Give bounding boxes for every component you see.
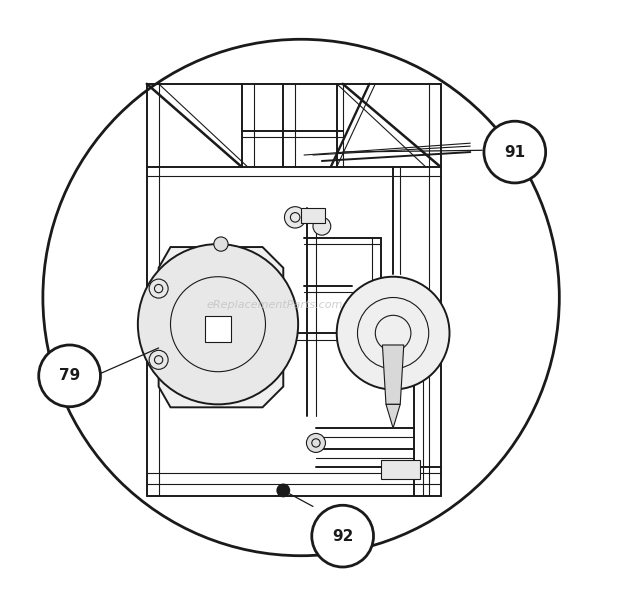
Circle shape bbox=[149, 350, 168, 369]
Circle shape bbox=[484, 121, 546, 183]
Polygon shape bbox=[386, 405, 401, 428]
Text: eReplacementParts.com: eReplacementParts.com bbox=[206, 300, 343, 309]
Text: 79: 79 bbox=[59, 368, 80, 383]
Polygon shape bbox=[159, 247, 283, 408]
Circle shape bbox=[138, 244, 298, 405]
Circle shape bbox=[149, 279, 168, 298]
Circle shape bbox=[38, 345, 100, 407]
Text: 92: 92 bbox=[332, 528, 353, 544]
Circle shape bbox=[337, 277, 450, 390]
Circle shape bbox=[214, 237, 228, 251]
Text: 91: 91 bbox=[504, 145, 525, 159]
Circle shape bbox=[285, 206, 306, 228]
Bar bbox=[205, 316, 231, 342]
Circle shape bbox=[277, 484, 289, 496]
Circle shape bbox=[306, 433, 326, 452]
Circle shape bbox=[312, 505, 373, 567]
Polygon shape bbox=[383, 345, 404, 405]
Bar bbox=[301, 208, 325, 223]
Circle shape bbox=[313, 217, 331, 235]
Bar bbox=[381, 459, 420, 478]
